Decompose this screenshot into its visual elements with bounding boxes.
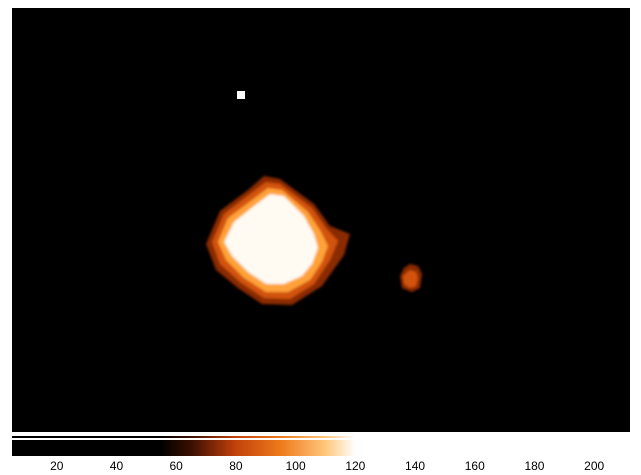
bright-source — [206, 176, 350, 305]
point-source-small — [237, 91, 245, 99]
colorbar-tick-label: 20 — [50, 459, 64, 473]
image-canvas[interactable] — [12, 8, 630, 432]
colorbar-gradient — [12, 436, 630, 456]
colorbar-axis: 20 40 60 80 100 120 140 160 180 200 — [12, 459, 630, 475]
colorbar-tick-label: 120 — [345, 459, 366, 473]
colorbar-tick-label: 40 — [109, 459, 124, 473]
colorbar-top-line — [12, 438, 630, 440]
colorbar-tick-label: 200 — [584, 459, 605, 473]
colorbar-tick-label: 60 — [169, 459, 183, 473]
colorbar-tick-label: 160 — [464, 459, 485, 473]
colorbar-tick-label: 140 — [405, 459, 426, 473]
colorbar-tick-label: 80 — [229, 459, 243, 473]
colorbar[interactable] — [12, 436, 630, 456]
sky-image — [12, 8, 630, 432]
colorbar-tick-label: 100 — [285, 459, 306, 473]
colorbar-tick-label: 180 — [524, 459, 545, 473]
faint-source — [400, 264, 422, 292]
